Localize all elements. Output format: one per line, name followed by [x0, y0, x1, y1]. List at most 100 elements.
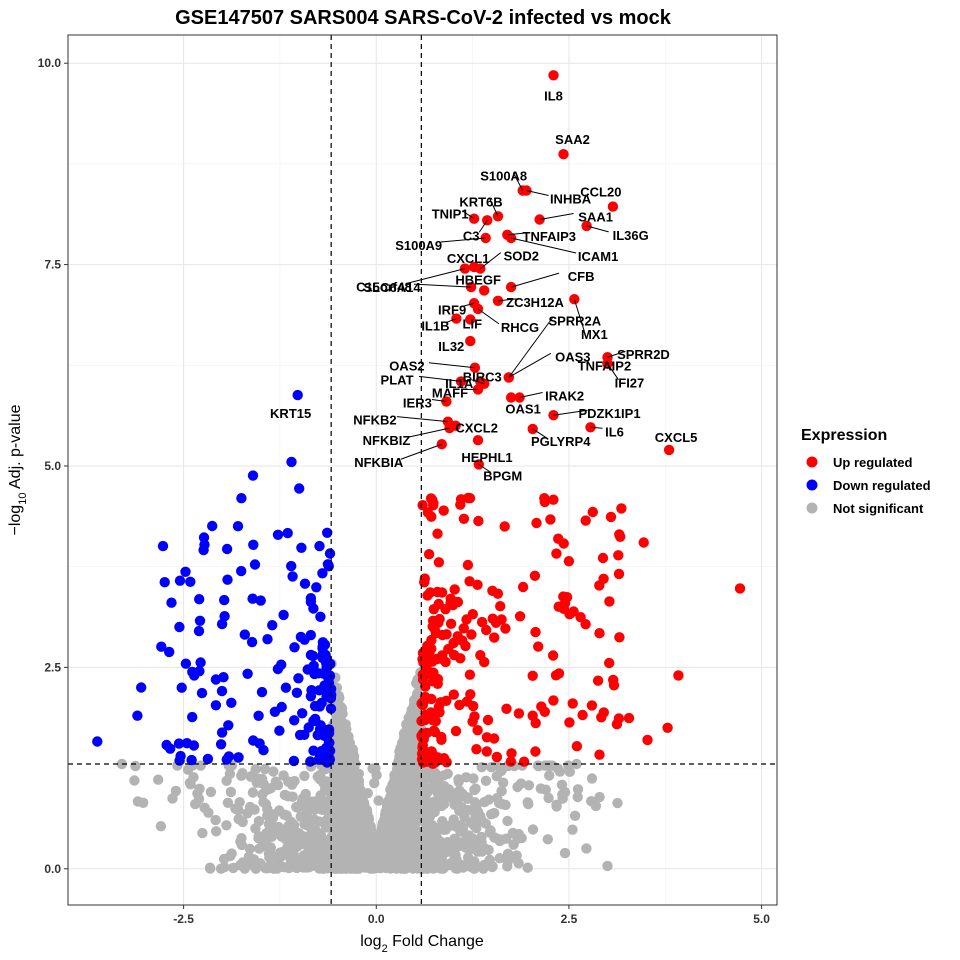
gene-point-down: [174, 621, 185, 633]
gene-point-ns: [399, 770, 411, 781]
gene-point-up: [567, 698, 578, 709]
label-connector-s100a9: [440, 237, 486, 243]
gene-point-ns: [362, 835, 373, 846]
gene-label-tnip1: TNIP1: [432, 207, 469, 222]
gene-point-ns: [380, 811, 391, 822]
gene-point-ns: [262, 810, 273, 821]
gene-point-down: [286, 560, 297, 572]
gene-point-up: [420, 692, 431, 703]
gene-point-down: [324, 753, 335, 764]
gene-point-ns: [344, 825, 355, 836]
gene-point-ns: [527, 824, 539, 835]
legend-label-ns: Not significant: [833, 501, 924, 516]
gene-label-slc6a14: SLC6A14: [364, 280, 422, 295]
gene-point-ns: [210, 814, 221, 826]
gene-point-up: [426, 748, 437, 759]
label-connector-irf9: [463, 302, 475, 307]
label-connector-sprr2d: [607, 350, 626, 358]
gene-point-down: [216, 618, 228, 630]
gene-label-saa1: SAA1: [578, 209, 613, 224]
label-connector-tnip1: [461, 210, 475, 220]
gene-point-ns: [211, 826, 222, 837]
gene-point-up: [455, 494, 467, 505]
gene-point-up: [564, 609, 575, 620]
gene-point-up: [571, 741, 583, 752]
gene-point-up: [594, 628, 605, 639]
gene-point-up: [465, 281, 477, 293]
gene-point-up: [462, 559, 474, 571]
gene-point-up: [496, 614, 507, 625]
gene-point-ns: [245, 771, 256, 782]
gene-point-ns: [467, 843, 478, 854]
gene-point-up: [613, 568, 625, 580]
gene-point-ns: [250, 764, 261, 775]
gene-point-down: [287, 571, 298, 582]
gene-point-ns: [129, 775, 140, 786]
gene-point-ns: [289, 775, 300, 787]
gene-point-up: [518, 756, 530, 767]
gene-point-down: [315, 748, 326, 759]
gene-point-up: [545, 514, 556, 525]
y-tick-label: 10.0: [38, 56, 62, 70]
gene-point-up: [608, 674, 619, 686]
gene-point-up: [553, 668, 565, 679]
gene-point-ns: [259, 763, 271, 775]
label-connector-zc3h12a: [497, 298, 517, 302]
gene-label-krt15: KRT15: [270, 406, 311, 421]
gene-point-ns: [182, 764, 194, 775]
gene-label-nfkbiz: NFKBIZ: [363, 433, 411, 448]
gene-point-up: [481, 624, 492, 636]
gene-point-ns: [408, 754, 419, 765]
y-tick-label: 7.5: [44, 258, 61, 272]
gene-point-up: [456, 635, 468, 646]
y-tick-label: 0.0: [44, 862, 61, 876]
gene-point-down: [215, 739, 227, 750]
gene-point-ns: [155, 821, 167, 832]
gene-point-down: [307, 650, 319, 662]
gene-point-up: [607, 201, 619, 212]
gene-point-ns: [205, 786, 217, 798]
gene-point-ns: [559, 787, 571, 798]
gene-point-up: [428, 500, 439, 511]
gene-point-up: [464, 576, 475, 587]
label-connector-icam1: [511, 237, 577, 254]
gene-label-c15orf48: C15orf48: [356, 280, 412, 295]
gene-point-ns: [581, 843, 592, 854]
gene-point-down: [280, 682, 292, 693]
gene-point-up: [587, 506, 598, 518]
gene-point-down: [267, 620, 278, 631]
gene-point-down: [180, 566, 191, 577]
gene-point-ns: [389, 836, 400, 847]
gene-point-ns: [453, 774, 464, 785]
gene-point-up: [433, 617, 444, 628]
gene-point-up: [598, 573, 609, 584]
gene-point-ns: [215, 863, 227, 874]
gene-point-up: [487, 613, 498, 624]
label-connector-ier3: [431, 399, 447, 403]
gene-point-ns: [421, 860, 433, 871]
gene-point-ns: [334, 816, 345, 827]
gene-point-ns: [515, 778, 527, 789]
gene-point-up: [492, 211, 504, 222]
gene-point-ns: [542, 834, 553, 845]
gene-point-up: [559, 597, 571, 609]
gene-point-ns: [299, 818, 310, 830]
gene-point-ns: [432, 773, 444, 785]
gene-label-oas1: OAS1: [505, 402, 540, 417]
gene-point-down: [306, 685, 317, 696]
gene-point-up: [444, 422, 455, 434]
gene-label-hephl1: HEPHL1: [461, 450, 512, 465]
gene-point-down: [247, 593, 258, 604]
gene-point-up: [553, 533, 564, 544]
gene-point-up: [551, 548, 562, 559]
gene-point-up: [527, 710, 538, 721]
gene-point-up: [642, 734, 653, 746]
gene-point-up: [506, 748, 517, 759]
gene-point-down: [221, 754, 232, 765]
gene-point-up: [592, 675, 604, 686]
gene-label-rhcg: RHCG: [501, 320, 539, 335]
gene-point-down: [292, 389, 303, 401]
gene-point-down: [132, 710, 143, 721]
gene-point-ns: [612, 797, 623, 809]
